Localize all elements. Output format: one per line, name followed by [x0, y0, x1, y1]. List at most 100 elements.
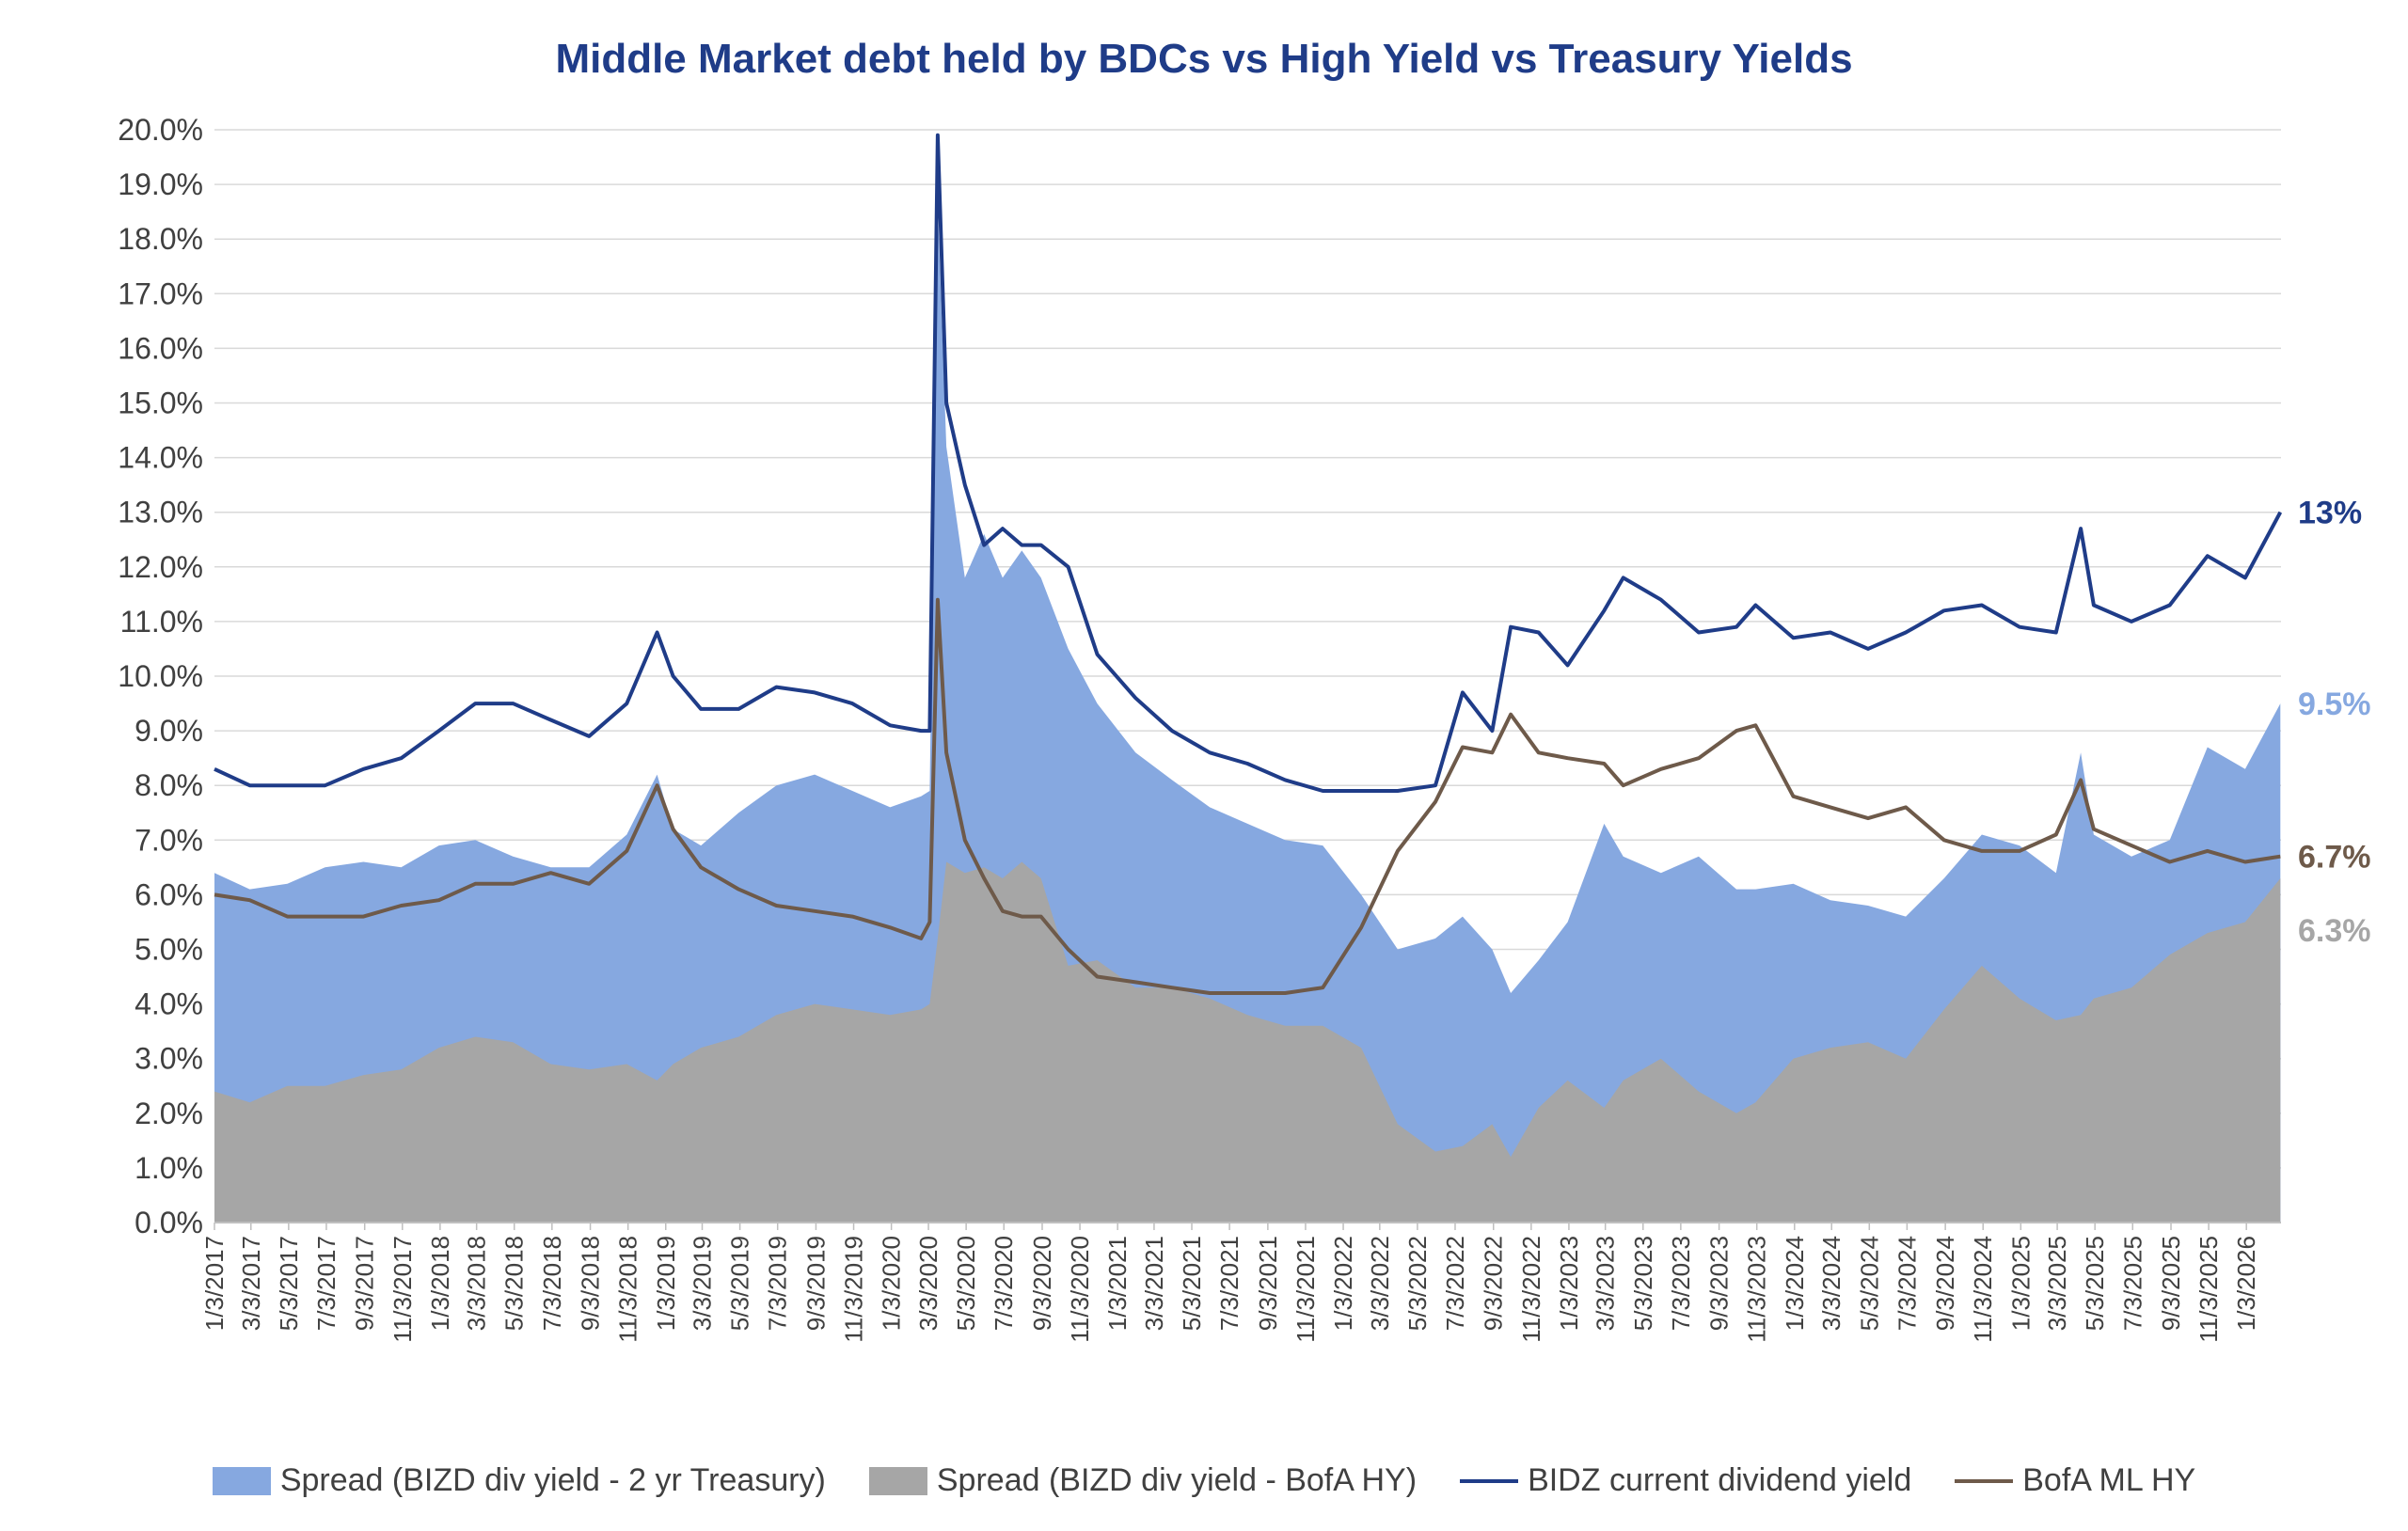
x-tick-label: 9/3/2018 [577, 1236, 605, 1331]
legend: Spread (BIZD div yield - 2 yr Treasury) … [0, 1462, 2408, 1499]
y-tick-label: 11.0% [120, 605, 203, 639]
x-tick-label: 11/3/2018 [614, 1236, 642, 1343]
x-tick-label: 9/3/2024 [1931, 1236, 1959, 1331]
end-label: 6.3% [2298, 913, 2371, 949]
x-tick-label: 7/3/2018 [538, 1236, 566, 1331]
y-tick-label: 8.0% [135, 768, 203, 802]
y-tick-label: 1.0% [135, 1151, 203, 1185]
chart-title: Middle Market debt held by BDCs vs High … [555, 36, 1853, 82]
line-series-3 [214, 597, 2281, 995]
x-tick-label: 1/3/2025 [2006, 1236, 2035, 1331]
x-tick-label: 3/3/2018 [463, 1236, 491, 1331]
x-tick-label: 7/3/2020 [990, 1236, 1018, 1331]
legend-item-spread-hy: Spread (BIZD div yield - BofA HY) [868, 1462, 1418, 1499]
axis-layer: 0.0% 1.0% 2.0% 3.0% 4.0% 5.0% 6.0% 7.0% 8.0% 9.0%… [118, 113, 2281, 1343]
area-series-0 [214, 206, 2281, 1223]
x-tick-label: 3/3/2017 [237, 1236, 265, 1331]
x-tick-label: 5/3/2021 [1178, 1236, 1206, 1331]
x-tick-label: 1/3/2023 [1555, 1236, 1583, 1331]
end-label: 9.5% [2298, 687, 2371, 722]
y-tick-label: 15.0% [118, 387, 203, 420]
legend-item-spread-treasury: Spread (BIZD div yield - 2 yr Treasury) [212, 1462, 826, 1499]
legend-label-bidz-yield: BIDZ current dividend yield [1528, 1462, 1912, 1498]
legend-swatch-bofa-hy [1955, 1478, 2014, 1483]
x-tick-label: 7/3/2023 [1667, 1236, 1695, 1331]
x-tick-label: 5/3/2018 [500, 1236, 529, 1331]
x-tick-label: 5/3/2023 [1629, 1236, 1657, 1331]
x-tick-label: 7/3/2022 [1441, 1236, 1469, 1331]
x-tick-label: 9/3/2017 [351, 1236, 379, 1331]
end-label-layer: 13% 9.5% 6.7% 6.3% [2298, 496, 2371, 949]
x-tick-label: 11/3/2020 [1066, 1236, 1094, 1343]
legend-label-spread-treasury: Spread (BIZD div yield - 2 yr Treasury) [279, 1462, 826, 1498]
x-tick-label: 11/3/2024 [1969, 1236, 1997, 1343]
legend-label-bofa-hy: BofA ML HY [2022, 1462, 2196, 1498]
x-tick-label: 7/3/2019 [764, 1236, 792, 1331]
x-tick-label: 9/3/2022 [1480, 1236, 1508, 1331]
line-layer [214, 133, 2283, 995]
x-tick-label: 1/3/2026 [2232, 1236, 2260, 1331]
y-tick-label: 18.0% [118, 222, 203, 256]
y-tick-label: 14.0% [118, 441, 203, 475]
x-tick-label: 9/3/2023 [1705, 1236, 1734, 1331]
y-tick-label: 10.0% [118, 659, 203, 693]
x-tick-label: 7/3/2017 [312, 1236, 341, 1331]
x-tick-label: 1/3/2017 [200, 1236, 229, 1331]
y-tick-label: 12.0% [118, 550, 203, 584]
x-tick-label: 5/3/2022 [1403, 1236, 1432, 1331]
x-tick-label: 3/3/2025 [2043, 1236, 2071, 1331]
legend-swatch-spread-treasury [212, 1466, 271, 1495]
x-tick-label: 3/3/2019 [689, 1236, 717, 1331]
y-tick-label: 16.0% [118, 331, 203, 365]
legend-item-bidz-yield: BIDZ current dividend yield [1460, 1462, 1911, 1499]
x-tick-label: 1/3/2022 [1329, 1236, 1357, 1331]
y-tick-label: 4.0% [135, 987, 203, 1021]
legend-label-spread-hy: Spread (BIZD div yield - BofA HY) [936, 1462, 1418, 1498]
area-series-1 [214, 861, 2281, 1223]
x-tick-label: 7/3/2024 [1893, 1236, 1921, 1331]
x-tick-label: 11/3/2017 [388, 1236, 417, 1343]
x-tick-label: 11/3/2021 [1291, 1236, 1320, 1343]
x-tick-label: 5/3/2025 [2081, 1236, 2109, 1331]
x-tick-label: 1/3/2024 [1781, 1236, 1809, 1331]
x-tick-label: 5/3/2017 [275, 1236, 303, 1331]
y-tick-label: 0.0% [135, 1206, 203, 1239]
x-tick-label: 7/3/2025 [2118, 1236, 2147, 1331]
y-tick-label: 7.0% [135, 823, 203, 857]
x-tick-label: 3/3/2023 [1592, 1236, 1620, 1331]
legend-item-bofa-hy: BofA ML HY [1955, 1462, 2195, 1499]
y-tick-label: 20.0% [118, 113, 203, 147]
y-tick-label: 19.0% [118, 167, 203, 201]
legend-swatch-bidz-yield [1460, 1478, 1519, 1483]
x-tick-label: 3/3/2024 [1817, 1236, 1846, 1331]
y-tick-label: 5.0% [135, 933, 203, 967]
x-tick-label: 9/3/2025 [2157, 1236, 2185, 1331]
x-tick-label: 5/3/2024 [1855, 1236, 1883, 1331]
x-tick-label: 1/3/2020 [878, 1236, 906, 1331]
x-tick-label: 11/3/2023 [1743, 1236, 1771, 1343]
x-tick-label: 1/3/2018 [426, 1236, 454, 1331]
x-tick-label: 1/3/2019 [652, 1236, 680, 1331]
x-tick-label: 5/3/2019 [726, 1236, 754, 1331]
x-tick-label: 3/3/2020 [914, 1236, 943, 1331]
y-tick-label: 9.0% [135, 714, 203, 748]
y-tick-label: 3.0% [135, 1042, 203, 1076]
end-label: 13% [2298, 496, 2362, 531]
x-tick-label: 11/3/2019 [840, 1236, 868, 1343]
line-series-2 [214, 133, 2283, 793]
x-tick-label: 1/3/2021 [1103, 1236, 1132, 1331]
x-tick-label: 11/3/2022 [1517, 1236, 1545, 1343]
x-tick-label: 5/3/2020 [952, 1236, 980, 1331]
y-tick-label: 6.0% [135, 877, 203, 911]
end-label: 6.7% [2298, 840, 2371, 876]
x-tick-label: 9/3/2021 [1254, 1236, 1282, 1331]
y-tick-label: 2.0% [135, 1097, 203, 1130]
x-tick-label: 9/3/2019 [801, 1236, 830, 1331]
area-layer [214, 206, 2281, 1223]
legend-swatch-spread-hy [868, 1466, 927, 1495]
y-tick-label: 13.0% [118, 496, 203, 529]
x-tick-label: 7/3/2021 [1215, 1236, 1244, 1331]
x-tick-label: 11/3/2025 [2194, 1236, 2223, 1343]
x-tick-label: 3/3/2021 [1140, 1236, 1168, 1331]
